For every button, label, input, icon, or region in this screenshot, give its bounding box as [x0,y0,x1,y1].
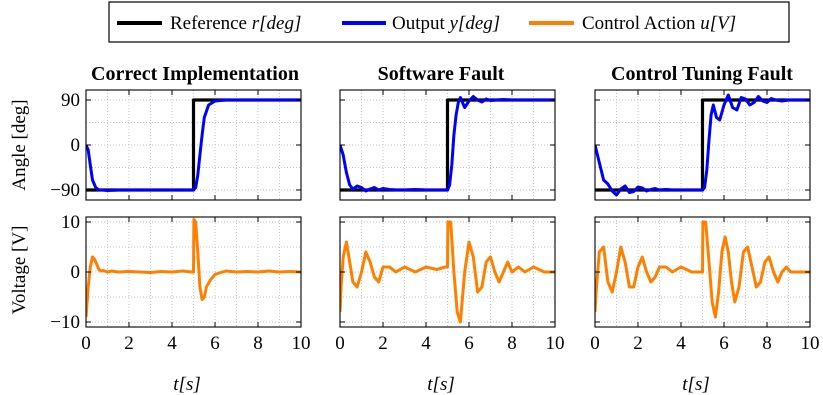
x-tick-label: 4 [167,333,177,354]
voltage-plot: 0 2 4 6 8 10 [590,216,820,354]
angle-plot [594,89,811,201]
x-tick-label: 2 [124,333,134,354]
y-tick-label: 10 [61,212,80,233]
x-tick-label: 10 [292,333,311,354]
control-action-line [86,218,301,318]
x-tick-label: 0 [335,333,345,354]
control-action-line [595,220,810,319]
y-tick-label: 0 [71,262,81,283]
y-tick-label: −10 [50,312,80,333]
panel-title: Software Fault [378,63,505,85]
output-line [340,95,555,193]
x-axis-label: t[s] [682,374,709,395]
legend-label-output: Output y[deg] [392,13,500,34]
x-tick-label: 4 [421,333,431,354]
x-tick-label: 2 [633,333,643,354]
y-tick-label: 0 [71,135,81,156]
panel-column-correct-implementation: Correct Implementation 900−90 100−100 2 4 6… [50,63,310,395]
reference-line [340,98,555,192]
x-tick-label: 10 [546,333,565,354]
voltage-plot: 0 2 4 6 8 10 [335,216,565,354]
voltage-y-axis-label: Voltage [V] [9,226,30,315]
legend-box [108,1,790,43]
panel-title: Correct Implementation [91,63,299,85]
angle-y-axis-label: Angle [deg] [9,99,30,190]
x-tick-label: 0 [81,333,91,354]
panel-column-control-tuning-fault: Control Tuning Fault 0 2 4 6 8 10 t[s] [590,63,819,395]
legend: Reference r[deg] Output y[deg] Control A… [108,1,790,43]
x-tick-label: 2 [378,333,388,354]
control-action-line [340,220,555,324]
x-tick-label: 8 [762,333,772,354]
x-tick-label: 6 [210,333,220,354]
output-line [86,98,301,192]
x-axis-label: t[s] [427,374,454,395]
x-tick-label: 8 [253,333,263,354]
x-tick-label: 8 [507,333,517,354]
legend-label-control: Control Action u[V] [582,13,736,34]
y-tick-label: 90 [61,90,80,111]
reference-line [595,98,810,192]
y-tick-label: −90 [50,180,80,201]
x-axis-label: t[s] [173,374,200,395]
x-tick-label: 4 [676,333,686,354]
panel-title: Control Tuning Fault [611,63,793,85]
x-tick-label: 10 [801,333,820,354]
x-tick-label: 0 [590,333,600,354]
output-line [595,93,810,197]
panel-column-software-fault: Software Fault 0 2 4 6 8 10 t[s] [335,63,564,395]
x-tick-label: 6 [464,333,474,354]
reference-line [86,98,301,192]
legend-label-reference: Reference r[deg] [170,13,301,34]
angle-plot: 90 0 −90 [50,89,302,201]
voltage-plot: 100−100 2 4 6 8 10 [50,212,310,354]
x-tick-label: 6 [719,333,729,354]
angle-plot [339,89,556,201]
